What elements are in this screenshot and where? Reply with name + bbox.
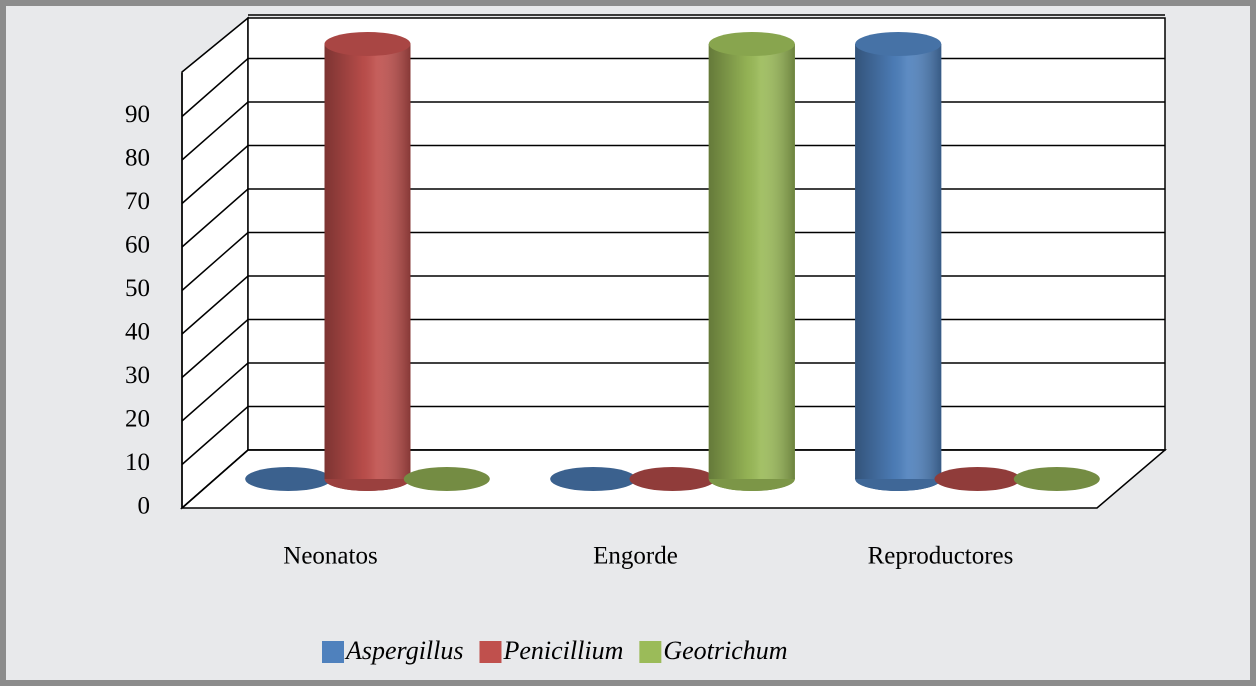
cylinder-top xyxy=(324,32,411,56)
y-tick-label: 30 xyxy=(125,362,150,389)
y-tick-label: 0 xyxy=(138,493,151,520)
cylinder xyxy=(855,32,942,491)
x-tick-label: Reproductores xyxy=(868,543,1014,570)
y-tick-label: 90 xyxy=(125,101,150,128)
cylinder xyxy=(550,467,637,491)
cylinder xyxy=(708,32,795,491)
legend-swatch xyxy=(479,641,502,663)
cylinder xyxy=(629,467,716,491)
legend-label: Aspergillus xyxy=(344,636,463,665)
y-tick-label: 60 xyxy=(125,232,150,259)
cylinder xyxy=(1013,467,1100,491)
cylinder-base xyxy=(245,467,332,491)
plot xyxy=(245,32,1100,491)
labels: 0 10 20 30 40 50 60 70 80 90 Neonatos Engorde Reprod… xyxy=(125,101,1013,570)
cylinder-shade-cover xyxy=(855,44,942,479)
x-tick-label: Neonatos xyxy=(283,543,377,570)
cylinder-shade-cover xyxy=(708,44,795,479)
y-tick-label: 40 xyxy=(125,319,150,346)
legend-label: Geotrichum xyxy=(663,636,787,665)
legend-swatch xyxy=(322,641,344,663)
y-tick-label: 20 xyxy=(125,406,150,433)
y-tick-label: 70 xyxy=(125,188,150,215)
cylinder-base xyxy=(1013,467,1100,491)
cylinder-base xyxy=(934,467,1021,491)
cylinder xyxy=(324,32,411,491)
cylinder-base xyxy=(629,467,716,491)
y-tick-label: 50 xyxy=(125,275,150,302)
cylinder-top xyxy=(855,32,942,56)
y-tick-label: 10 xyxy=(125,449,150,476)
cylinder-base xyxy=(403,467,490,491)
cylinder xyxy=(934,467,1021,491)
cylinder xyxy=(403,467,490,491)
cylinder-shade-cover xyxy=(324,44,411,479)
cylinder xyxy=(245,467,332,491)
legend-swatch xyxy=(639,641,662,663)
x-tick-label: Engorde xyxy=(593,543,678,570)
legend-label: Penicillium xyxy=(502,636,623,665)
y-tick-label: 80 xyxy=(125,145,150,172)
legend: Aspergillus Penicillium Geotrichum xyxy=(322,636,788,665)
cylinder-base xyxy=(550,467,637,491)
side-wall xyxy=(181,16,249,510)
cylinder-top xyxy=(708,32,795,56)
